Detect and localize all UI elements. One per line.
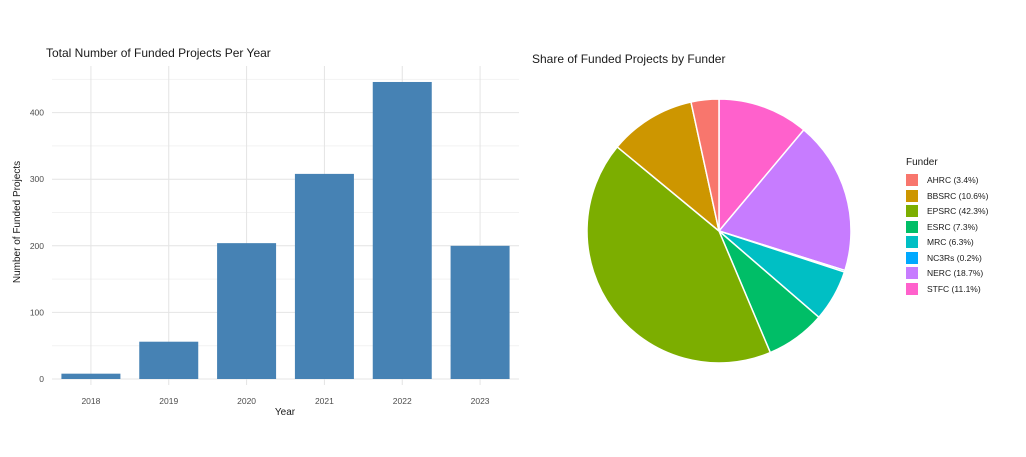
legend-item-EPSRC: EPSRC (42.3%) [906, 205, 988, 217]
x-axis-title: Year [275, 407, 296, 418]
legend-label-EPSRC: EPSRC (42.3%) [927, 206, 989, 216]
y-axis-title: Number of Funded Projects [12, 161, 23, 283]
legend-swatch-NC3Rs [906, 251, 918, 264]
legend-swatch-BBSRC [906, 189, 918, 202]
x-tick-2020: 2020 [237, 396, 256, 406]
legend-label-STFC: STFC (11.1%) [927, 283, 981, 294]
legend-items: AHRC (3.4%) BBSRC (10.6%) EPSRC (42.3%) ESR… [906, 174, 988, 295]
bar-2023 [450, 245, 510, 379]
pie-chart-title: Share of Funded Projects by Funder [532, 52, 726, 66]
bar-2022 [372, 81, 432, 380]
bar-chart-x-tick-labels: 2018 2019 2020 2021 2022 2023 [81, 396, 489, 406]
legend-label-NERC: NERC (18.7%) [927, 268, 984, 278]
x-tick-2019: 2019 [159, 396, 178, 406]
legend-label-NC3Rs: NC3Rs (0.2%) [927, 252, 982, 263]
bar-chart-y-tick-labels: 0 100 200 300 400 [30, 108, 44, 384]
bar-2019 [139, 341, 199, 379]
legend-label-ESRC: ESRC (7.3%) [927, 221, 979, 232]
legend-item-STFC: STFC (11.1%) [906, 282, 988, 295]
legend-swatch-STFC [906, 282, 918, 295]
legend-item-BBSRC: BBSRC (10.6%) [906, 189, 989, 202]
bar-chart: 0 100 200 300 400 2018 2019 2020 2021 2022 2023 Y… [12, 66, 519, 418]
legend-item-MRC: MRC (6.3%) [906, 236, 988, 248]
pie-slice-EPSRC [586, 146, 772, 364]
bar-chart-bars [61, 81, 510, 380]
legend-item-AHRC: AHRC (3.4%) [906, 174, 988, 186]
bar-2021 [294, 173, 354, 379]
bar-chart-gridlines [52, 66, 519, 385]
legend-swatch-ESRC [906, 220, 918, 233]
x-tick-2018: 2018 [81, 396, 100, 406]
y-tick-200: 200 [30, 241, 44, 251]
pie-legend: Funder AHRC (3.4%) BBSRC (10.6%) EPSRC (42… [906, 157, 988, 298]
x-tick-2021: 2021 [315, 396, 334, 406]
y-tick-0: 0 [39, 374, 44, 384]
legend-label-AHRC: AHRC (3.4%) [927, 175, 979, 185]
legend-label-MRC: MRC (6.3%) [927, 237, 974, 247]
y-tick-400: 400 [30, 108, 44, 118]
pie-slice-AHRC [690, 98, 720, 232]
legend-swatch-NERC [906, 267, 918, 279]
legend-swatch-AHRC [906, 174, 918, 186]
pie-slices [586, 98, 852, 364]
bar-2020 [217, 243, 277, 379]
y-tick-100: 100 [30, 307, 44, 317]
legend-label-BBSRC: BBSRC (10.6%) [927, 190, 989, 201]
x-tick-2023: 2023 [471, 396, 490, 406]
legend-swatch-MRC [906, 236, 918, 248]
legend-item-NC3Rs: NC3Rs (0.2%) [906, 251, 988, 264]
legend-item-ESRC: ESRC (7.3%) [906, 220, 988, 233]
y-tick-300: 300 [30, 174, 44, 184]
x-tick-2022: 2022 [393, 396, 412, 406]
pie-slice-NERC [718, 129, 852, 272]
pie-chart [586, 98, 852, 364]
pie-slice-BBSRC [616, 101, 720, 232]
bar-chart-title: Total Number of Funded Projects Per Year [46, 46, 271, 60]
pie-slice-STFC [718, 98, 805, 232]
legend-title: Funder [906, 157, 938, 168]
bar-2018 [61, 373, 121, 379]
legend-swatch-EPSRC [906, 205, 918, 217]
legend-item-NERC: NERC (18.7%) [906, 267, 988, 279]
